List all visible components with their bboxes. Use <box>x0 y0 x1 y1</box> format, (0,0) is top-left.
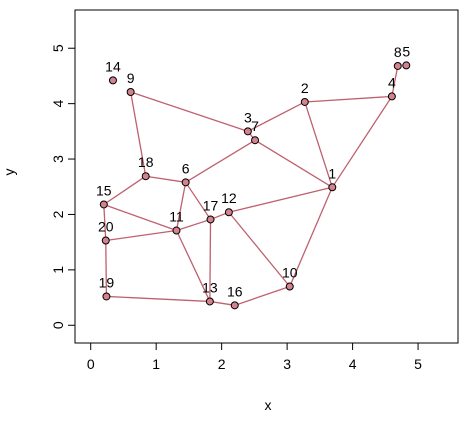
node-label: 12 <box>221 190 237 206</box>
node <box>206 215 215 224</box>
y-tick-label: 0 <box>50 321 66 329</box>
node-label: 1 <box>328 165 336 181</box>
x-tick-label: 0 <box>87 356 95 372</box>
edge <box>176 218 211 232</box>
edge <box>103 203 177 232</box>
x-tick-label: 2 <box>218 356 226 372</box>
edge <box>185 181 212 220</box>
edge <box>106 295 210 303</box>
node-label: 2 <box>301 80 309 96</box>
plot-box <box>74 9 459 344</box>
x-tick-label: 3 <box>283 356 291 372</box>
y-axis-label: y <box>1 169 17 176</box>
edge <box>130 91 249 132</box>
edge <box>105 240 108 297</box>
node <box>108 76 117 85</box>
node <box>205 297 214 306</box>
node <box>224 208 233 217</box>
edge <box>103 204 107 241</box>
edge <box>331 96 393 188</box>
node-label: 14 <box>105 58 121 74</box>
node <box>126 88 135 97</box>
x-tick-label: 4 <box>349 356 357 372</box>
node <box>402 61 411 70</box>
edge <box>247 101 306 132</box>
edge <box>254 139 333 188</box>
edge <box>175 182 187 231</box>
edge <box>185 139 256 183</box>
y-tick-label: 3 <box>50 155 66 163</box>
node <box>101 236 110 245</box>
x-tick-label: 5 <box>414 356 422 372</box>
node <box>141 172 150 181</box>
node <box>99 200 108 209</box>
node <box>230 301 239 310</box>
edge <box>234 285 290 306</box>
node-label: 5 <box>402 43 410 59</box>
y-tick-label: 2 <box>50 210 66 218</box>
edge <box>289 187 333 287</box>
node <box>393 61 402 70</box>
node <box>285 282 294 291</box>
node-label: 15 <box>96 182 112 198</box>
y-tick-label: 4 <box>50 100 66 108</box>
node-label: 11 <box>169 209 184 225</box>
edge <box>209 300 235 306</box>
node <box>172 226 181 235</box>
x-tick-label: 1 <box>152 356 160 372</box>
edge <box>304 101 333 188</box>
edge <box>130 91 147 177</box>
edge <box>304 95 392 103</box>
y-tick-label: 5 <box>50 44 66 52</box>
node-label: 7 <box>251 118 259 134</box>
node-label: 9 <box>127 70 135 86</box>
node-label: 6 <box>182 160 190 176</box>
node-label: 10 <box>282 264 298 280</box>
x-axis-label: x <box>265 397 272 413</box>
node-label: 19 <box>99 274 115 290</box>
edge <box>391 65 399 97</box>
edge <box>228 186 333 213</box>
node <box>328 183 337 192</box>
edge <box>228 211 291 287</box>
node-label: 20 <box>98 218 114 234</box>
node-label: 13 <box>202 279 218 295</box>
edge <box>105 229 177 242</box>
edge <box>145 175 186 183</box>
node-label: 3 <box>244 109 252 125</box>
edge <box>103 175 147 206</box>
node <box>251 136 260 145</box>
node-label: 8 <box>394 44 402 60</box>
node <box>387 92 396 101</box>
node-label: 16 <box>227 283 243 299</box>
node-label: 4 <box>388 74 396 90</box>
node <box>181 178 190 187</box>
y-tick-label: 1 <box>50 266 66 274</box>
edge <box>209 219 212 302</box>
edge <box>175 230 211 302</box>
node <box>102 292 111 301</box>
node-label: 18 <box>138 154 154 170</box>
node <box>300 97 309 106</box>
node-label: 17 <box>203 197 219 213</box>
node <box>243 127 252 136</box>
